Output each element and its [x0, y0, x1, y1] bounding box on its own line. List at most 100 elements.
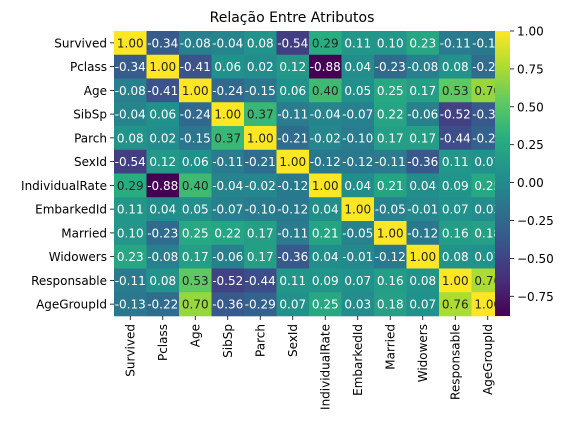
y-tick-label: Age: [84, 84, 107, 98]
cell-value-label: 0.04: [312, 250, 339, 264]
heatmap-cell: [406, 149, 440, 174]
cell-value-label: -0.24: [180, 108, 211, 122]
cell-value-label: -0.22: [147, 298, 178, 312]
heatmap-cell: [439, 102, 472, 127]
heatmap-cell: [406, 102, 440, 127]
heatmap-cell: [439, 126, 472, 151]
cell-value-label: 1.00: [312, 179, 339, 193]
heatmap-cell: [341, 31, 375, 56]
cell-value-label: 0.11: [117, 203, 144, 217]
heatmap-cell: [406, 126, 440, 151]
cell-value-label: 0.22: [214, 226, 241, 240]
heatmap-cell: [114, 197, 147, 222]
heatmap-cell: [374, 292, 407, 317]
cell-value-label: -0.23: [147, 226, 178, 240]
heatmap-cell: [439, 54, 472, 79]
cell-value-label: -0.36: [277, 250, 308, 264]
cell-value-label: 0.12: [279, 60, 306, 74]
cell-value-label: 0.10: [377, 36, 404, 50]
heatmap-cell: [309, 78, 342, 103]
y-tick-label: Married: [61, 226, 107, 240]
cell-value-label: 1.00: [409, 250, 436, 264]
heatmap-cell: [146, 197, 180, 222]
heatmap-cell: [211, 173, 245, 198]
cell-value-label: 0.08: [442, 60, 469, 74]
heatmap-cell: [244, 244, 277, 269]
x-axis: Survived Pclass Age SibSp Parch SexId Individu…: [123, 316, 495, 410]
cell-value-label: 0.40: [312, 84, 339, 98]
heatmap-cell: [146, 292, 180, 317]
y-tick-label: Survived: [54, 36, 107, 50]
cell-value-label: 0.09: [312, 274, 339, 288]
heatmap-cell: [276, 173, 310, 198]
heatmap-cell: [114, 221, 147, 246]
heatmap-cell: [406, 78, 440, 103]
heatmap-cell: [406, 173, 440, 198]
heatmap-cell: [406, 197, 440, 222]
cell-value-label: 0.12: [149, 155, 176, 169]
cell-value-label: 1.00: [279, 155, 306, 169]
cell-value-label: 0.11: [344, 36, 371, 50]
heatmap-cell: [179, 126, 212, 151]
cell-value-label: 0.05: [182, 203, 209, 217]
heatmap-cell: [179, 54, 212, 79]
cell-value-label: 0.76: [442, 298, 469, 312]
heatmap-cell: [439, 292, 472, 317]
heatmap-cell: [146, 102, 180, 127]
cell-value-label: -0.24: [212, 84, 243, 98]
heatmap-cell: [341, 54, 375, 79]
heatmap-cell: [276, 221, 310, 246]
cell-value-label: -0.11: [212, 155, 243, 169]
heatmap-cell: [439, 244, 472, 269]
heatmap-cell: [244, 197, 277, 222]
y-tick-label: SibSp: [73, 108, 107, 122]
cell-value-label: -0.05: [342, 226, 373, 240]
heatmap-cell: [309, 149, 342, 174]
heatmap-cell: [179, 197, 212, 222]
heatmap-cell: [114, 54, 147, 79]
cell-value-label: 0.02: [247, 60, 274, 74]
heatmap-cell: [406, 221, 440, 246]
cell-value-label: -0.11: [277, 108, 308, 122]
cell-value-label: 0.06: [279, 84, 306, 98]
cell-value-label: 0.08: [117, 131, 144, 145]
cell-value-label: 0.08: [442, 250, 469, 264]
cell-value-label: -0.08: [407, 60, 438, 74]
x-tick-label: EmbarkedId: [351, 324, 365, 396]
heatmap-cell: [406, 268, 440, 293]
colorbar-tick-label: −0.25: [517, 214, 554, 228]
colorbar-tick-label: 1.00: [517, 25, 544, 39]
heatmap-cell: [114, 173, 147, 198]
cell-value-label: -0.54: [277, 36, 308, 50]
x-tick-label: SexId: [286, 324, 300, 357]
heatmap-cell: [374, 102, 407, 127]
heatmap-cell: [146, 78, 180, 103]
heatmap-cell: [211, 78, 245, 103]
cell-value-label: -0.36: [407, 155, 438, 169]
heatmap-cell: [179, 268, 212, 293]
cell-value-label: 0.04: [344, 60, 371, 74]
heatmap-cell: [439, 221, 472, 246]
cell-value-label: 0.23: [117, 250, 144, 264]
chart-title: Relação Entre Atributos: [210, 10, 375, 26]
cell-value-label: 0.29: [312, 36, 339, 50]
cell-value-label: 0.07: [344, 274, 371, 288]
cell-value-label: 1.00: [474, 298, 501, 312]
heatmap-cell: [439, 78, 472, 103]
heatmap-cell: [244, 173, 277, 198]
heatmap-cells: [114, 31, 505, 317]
cell-value-label: -0.08: [115, 84, 146, 98]
cell-value-label: -0.15: [245, 84, 276, 98]
heatmap-cell: [374, 54, 407, 79]
heatmap-cell: [146, 221, 180, 246]
cell-value-label: -0.12: [407, 226, 438, 240]
heatmap-cell: [341, 197, 375, 222]
cell-value-label: 0.53: [442, 84, 469, 98]
heatmap-cell: [179, 292, 212, 317]
cell-value-label: 0.02: [149, 131, 176, 145]
heatmap-cell: [374, 197, 407, 222]
heatmap-cell: [146, 31, 180, 56]
heatmap-cell: [114, 244, 147, 269]
y-tick-label: Pclass: [70, 60, 107, 74]
cell-value-label: 1.00: [442, 274, 469, 288]
